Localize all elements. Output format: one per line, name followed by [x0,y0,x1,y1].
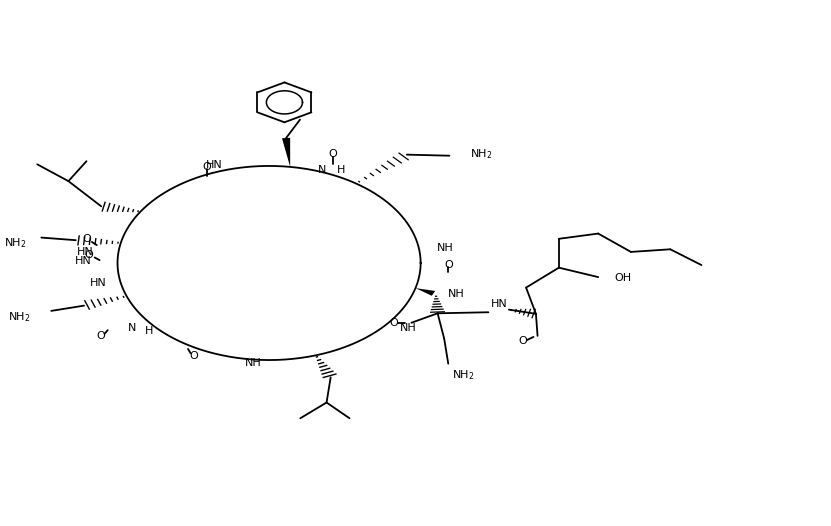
Polygon shape [416,288,435,296]
Text: H: H [337,166,346,176]
Text: NH$_2$: NH$_2$ [470,147,493,161]
Text: H: H [145,326,153,336]
Text: HN: HN [491,299,508,309]
Text: O: O [97,331,106,341]
Text: O: O [82,234,91,244]
Text: NH: NH [244,358,261,368]
Text: NH: NH [437,243,454,253]
Text: NH$_2$: NH$_2$ [8,310,31,324]
Text: O: O [444,259,453,269]
Text: OH: OH [615,273,632,283]
Text: O: O [203,161,212,171]
Text: O: O [328,149,337,159]
Text: O: O [85,250,93,260]
Text: HN: HN [90,278,106,288]
Text: O: O [389,318,398,328]
Text: O: O [519,336,527,346]
Text: NH$_2$: NH$_2$ [4,236,27,250]
Polygon shape [282,138,290,167]
Text: N: N [128,322,136,332]
Text: NH: NH [400,323,416,333]
Text: O: O [189,351,198,361]
Text: HN: HN [75,256,92,266]
Text: N: N [318,166,327,176]
Text: NH: NH [448,289,465,299]
Text: HN: HN [205,160,222,170]
Text: HN: HN [76,247,94,257]
Text: NH$_2$: NH$_2$ [452,368,475,382]
